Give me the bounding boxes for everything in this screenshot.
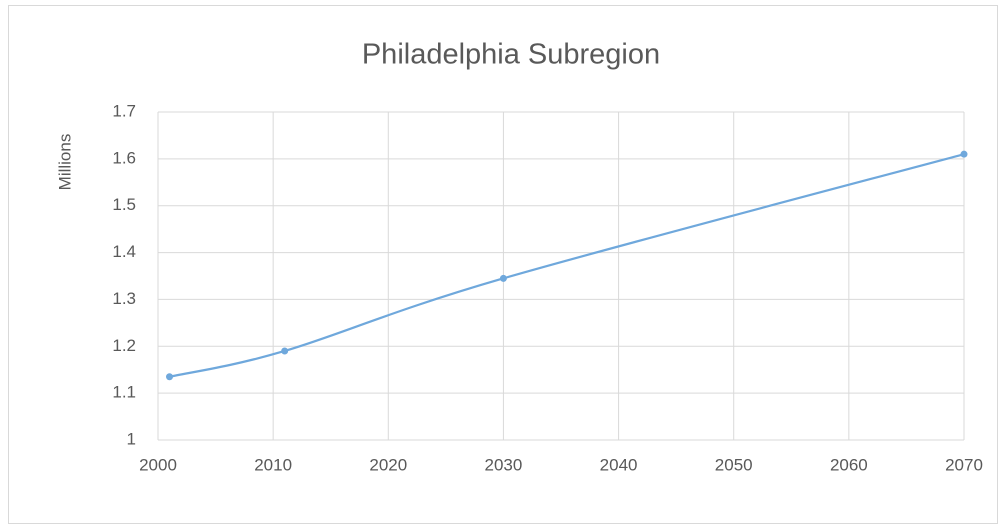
y-axis-label: Millions: [55, 134, 74, 191]
x-tick-label: 2000: [139, 455, 177, 474]
x-tick-label: 2040: [600, 455, 638, 474]
x-tick-label: 2010: [254, 455, 292, 474]
x-tick-label: 2050: [715, 455, 753, 474]
x-tick-label: 2070: [945, 455, 983, 474]
x-tick-label: 2020: [369, 455, 407, 474]
x-tick-label: 2030: [485, 455, 523, 474]
y-tick-label: 1.3: [112, 289, 136, 308]
y-tick-label: 1: [127, 429, 136, 448]
data-point: [281, 347, 289, 355]
chart-title: Philadelphia Subregion: [362, 39, 660, 71]
data-point: [499, 274, 507, 282]
y-tick-label: 1.4: [112, 242, 136, 261]
data-line: [169, 153, 965, 378]
y-tick-label: 1.2: [112, 336, 136, 355]
x-tick-label: 2060: [830, 455, 868, 474]
y-tick-label: 1.7: [112, 101, 136, 120]
data-point: [960, 150, 968, 158]
y-tick-label: 1.5: [112, 195, 136, 214]
y-tick-label: 1.1: [112, 383, 136, 402]
y-tick-label: 1.6: [112, 148, 136, 167]
data-point: [166, 373, 174, 381]
